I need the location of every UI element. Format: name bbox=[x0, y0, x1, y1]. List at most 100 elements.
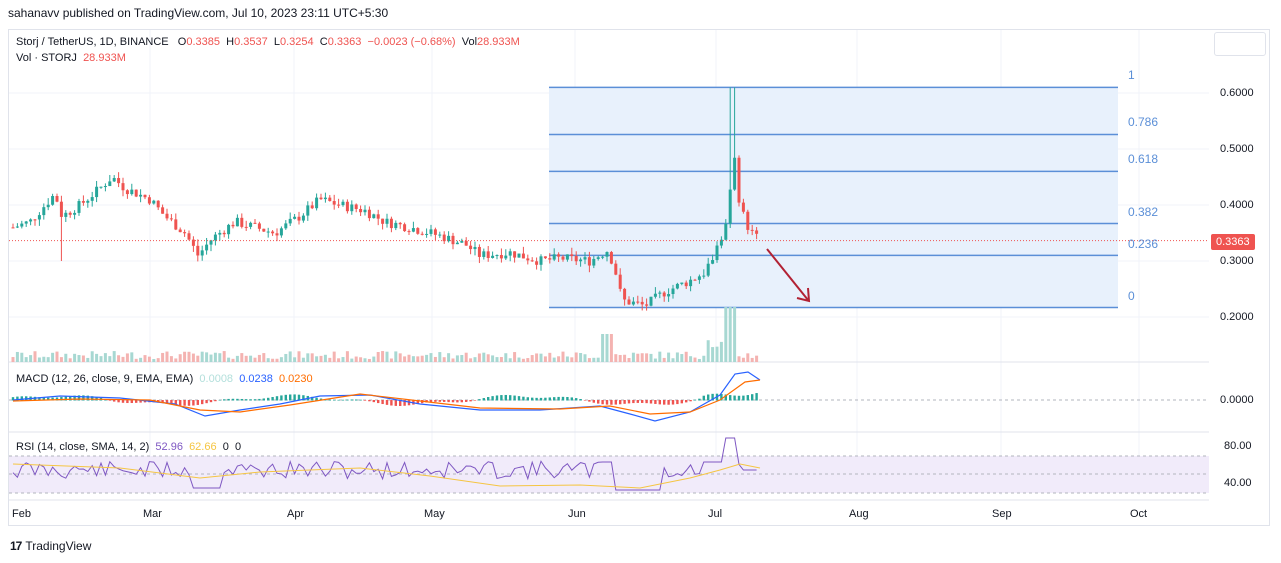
volume-bar bbox=[508, 358, 512, 362]
macd-histogram-bar bbox=[293, 394, 296, 401]
volume-bar bbox=[174, 358, 178, 362]
candle-body bbox=[521, 253, 525, 259]
candle-body bbox=[728, 189, 732, 224]
fib-retracement-area bbox=[549, 87, 1118, 308]
volume-bar bbox=[143, 355, 147, 362]
volume-bar bbox=[486, 354, 490, 362]
macd-axis-label: 0.0000 bbox=[1220, 394, 1254, 406]
macd-histogram-bar bbox=[588, 400, 591, 402]
macd-histogram-bar bbox=[170, 400, 173, 405]
volume-bar bbox=[504, 353, 508, 362]
volume-bar bbox=[517, 357, 521, 362]
rsi-legend[interactable]: RSI (14, close, SMA, 14, 2) 52.96 62.66 … bbox=[16, 441, 241, 453]
macd-histogram-bar bbox=[627, 400, 631, 404]
candle-body bbox=[143, 194, 147, 198]
macd-histogram-bar bbox=[619, 400, 622, 405]
candle-body bbox=[403, 224, 407, 232]
candle-body bbox=[583, 257, 587, 260]
candle-body bbox=[86, 200, 90, 203]
volume-bar bbox=[627, 358, 631, 362]
volume-bar bbox=[750, 357, 754, 362]
candle-body bbox=[719, 239, 723, 246]
tradingview-logo[interactable]: 17 TradingView bbox=[10, 539, 91, 553]
volume-bar bbox=[389, 358, 393, 362]
volume-bar bbox=[367, 358, 371, 362]
volume-bar bbox=[711, 347, 715, 362]
price-axis-label: 0.6000 bbox=[1220, 87, 1254, 99]
volume-bar bbox=[697, 358, 701, 362]
macd-histogram-bar bbox=[429, 400, 433, 403]
macd-histogram-bar bbox=[460, 400, 463, 403]
volume-bar bbox=[165, 351, 169, 362]
macd-histogram-bar bbox=[566, 396, 569, 401]
candle-body bbox=[460, 240, 464, 243]
macd-histogram-bar bbox=[403, 400, 406, 406]
candle-body bbox=[178, 229, 182, 233]
high-value: 0.3537 bbox=[234, 36, 268, 48]
scale-settings-button[interactable] bbox=[1214, 32, 1266, 56]
candle-body bbox=[535, 261, 539, 265]
macd-histogram-bar bbox=[47, 397, 50, 401]
volume-bar bbox=[218, 353, 222, 362]
macd-histogram-bar bbox=[205, 400, 208, 404]
candle-body bbox=[350, 204, 354, 212]
candle-body bbox=[609, 252, 613, 264]
macd-histogram-bar bbox=[513, 395, 516, 401]
volume-legend[interactable]: Vol · STORJ 28.933M bbox=[16, 52, 126, 64]
candle-body bbox=[262, 228, 266, 232]
candle-body bbox=[301, 215, 305, 221]
candle-body bbox=[363, 209, 367, 213]
macd-legend[interactable]: MACD (12, 26, close, 9, EMA, EMA) 0.0008… bbox=[16, 373, 313, 385]
price-chart[interactable] bbox=[9, 30, 1209, 525]
candle-body bbox=[42, 207, 46, 216]
macd-histogram-bar bbox=[249, 399, 252, 401]
volume-bar bbox=[86, 357, 90, 362]
macd-histogram-bar bbox=[16, 396, 19, 401]
candle-body bbox=[438, 234, 442, 236]
candle-body bbox=[59, 201, 63, 217]
candle-body bbox=[200, 250, 204, 256]
candle-body bbox=[570, 254, 574, 256]
candle-body bbox=[130, 189, 134, 195]
volume-bar bbox=[455, 355, 459, 362]
volume-bar bbox=[293, 357, 297, 362]
volume-bar bbox=[702, 355, 706, 362]
volume-bar bbox=[570, 357, 574, 362]
forecast-arrow bbox=[766, 248, 809, 301]
volume-bar bbox=[420, 355, 424, 362]
macd-histogram-bar bbox=[649, 400, 653, 404]
candle-body bbox=[693, 279, 697, 281]
candle-body bbox=[579, 259, 583, 262]
volume-bar bbox=[636, 353, 640, 362]
macd-histogram-bar bbox=[447, 400, 450, 403]
candle-body bbox=[447, 235, 451, 242]
candle-body bbox=[596, 257, 600, 259]
macd-histogram-bar bbox=[526, 397, 529, 401]
volume-bar bbox=[658, 351, 662, 362]
macd-histogram-bar bbox=[500, 395, 503, 401]
macd-histogram-bar bbox=[658, 400, 661, 405]
macd-histogram-bar bbox=[91, 396, 94, 401]
volume-bar bbox=[130, 352, 134, 362]
symbol-name[interactable]: Storj / TetherUS, 1D, BINANCE bbox=[16, 36, 169, 48]
macd-histogram-bar bbox=[86, 395, 89, 401]
candle-body bbox=[640, 301, 644, 305]
rsi-axis-label: 40.00 bbox=[1224, 477, 1252, 489]
volume-bar bbox=[266, 358, 270, 362]
macd-histogram-bar bbox=[130, 400, 133, 404]
macd-histogram-bar bbox=[465, 400, 468, 402]
macd-histogram-bar bbox=[601, 400, 604, 405]
candle-body bbox=[618, 274, 622, 289]
candle-body bbox=[341, 201, 345, 206]
volume-bar bbox=[601, 334, 605, 362]
candle-body bbox=[557, 254, 561, 257]
time-axis-label: Apr bbox=[287, 508, 305, 520]
macd-histogram-bar bbox=[315, 397, 318, 401]
volume-bar bbox=[178, 354, 182, 362]
time-axis-label: Mar bbox=[143, 508, 162, 520]
macd-histogram-bar bbox=[69, 396, 72, 401]
macd-histogram-bar bbox=[135, 400, 138, 403]
macd-histogram-bar bbox=[399, 400, 402, 406]
volume-bar bbox=[240, 353, 244, 362]
macd-histogram-bar bbox=[478, 399, 481, 401]
